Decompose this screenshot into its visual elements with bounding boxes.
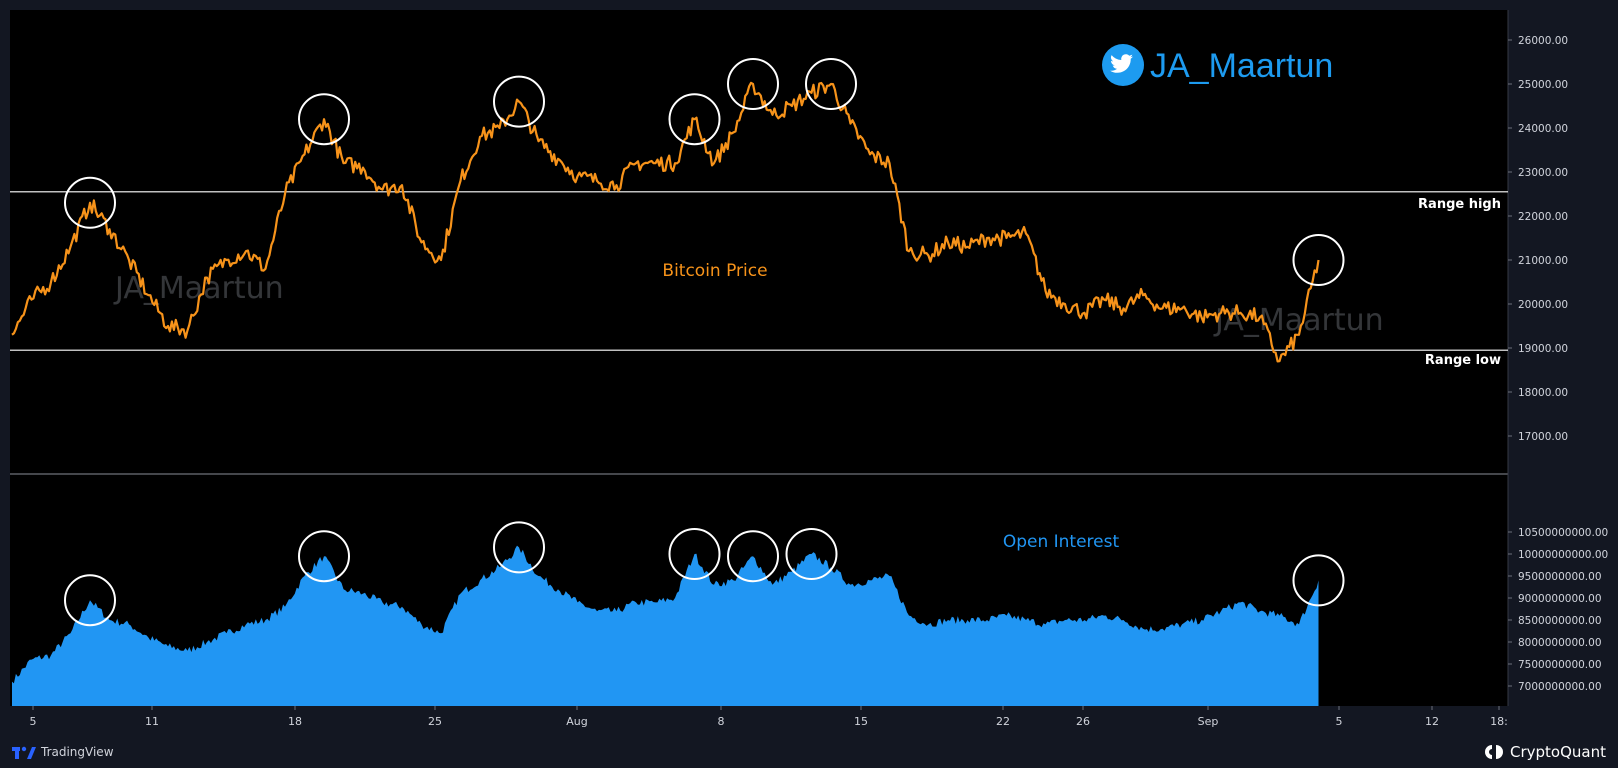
oi-y-tick-label: 10500000000.00 (1518, 527, 1608, 539)
oi-peak-circle (298, 530, 350, 583)
x-tick-label: 8 (718, 715, 725, 728)
price-y-tick-label: 26000.00 (1518, 35, 1568, 47)
open-interest-label: Open Interest (1003, 532, 1120, 552)
price-peak-circle (298, 93, 350, 146)
oi-peak-circle (64, 574, 116, 627)
x-tick-label: 5 (30, 715, 37, 728)
oi-peak-circle (727, 530, 779, 583)
price-peak-circle (727, 58, 779, 110)
oi-y-tick-label: 7500000000.00 (1518, 659, 1602, 671)
tradingview-logo-icon (12, 746, 36, 759)
oi-peak-circle (1292, 554, 1345, 607)
cryptoquant-label: CryptoQuant (1510, 743, 1606, 761)
price-y-tick-label: 21000.00 (1518, 255, 1568, 267)
range-low-label: Range low (1425, 353, 1501, 368)
x-tick-label: 18 (288, 715, 302, 728)
x-tick-label: Sep (1198, 715, 1219, 728)
twitter-handle[interactable]: JA_Maartun (1102, 44, 1333, 86)
x-tick-label: 12 (1425, 715, 1439, 728)
oi-peak-circle (785, 528, 838, 580)
x-tick-label: 15 (854, 715, 868, 728)
twitter-bird-icon (1102, 44, 1144, 86)
twitter-handle-text: JA_Maartun (1150, 47, 1333, 85)
cryptoquant-logo-icon (1485, 745, 1503, 759)
tradingview-brand[interactable]: TradingView (12, 741, 114, 763)
open-interest-area (12, 545, 1319, 706)
watermark-text: JA_Maartun (1213, 303, 1384, 338)
x-tick-label: 5 (1336, 715, 1343, 728)
bitcoin-price-line (11, 81, 1320, 363)
price-peak-circle (64, 176, 116, 229)
oi-y-tick-label: 10000000000.00 (1518, 549, 1608, 561)
bitcoin-price-label: Bitcoin Price (662, 261, 767, 281)
open-interest-pane: Open Interest (12, 521, 1345, 706)
price-peak-circle (805, 58, 857, 110)
x-tick-label: 25 (428, 715, 442, 728)
oi-y-tick-label: 9500000000.00 (1518, 571, 1602, 583)
oi-y-tick-label: 7000000000.00 (1518, 681, 1602, 693)
oi-y-tick-label: 8000000000.00 (1518, 637, 1602, 649)
price-peak-circle (668, 93, 721, 146)
price-y-tick-label: 20000.00 (1518, 299, 1568, 311)
price-y-tick-label: 17000.00 (1518, 431, 1568, 443)
x-tick-label: 18: (1490, 715, 1508, 728)
price-y-tick-label: 25000.00 (1518, 79, 1568, 91)
oi-y-tick-label: 9000000000.00 (1518, 593, 1602, 605)
price-peak-circle (493, 75, 545, 128)
oi-y-tick-label: 8500000000.00 (1518, 615, 1602, 627)
range-high-label: Range high (1418, 197, 1501, 212)
price-y-tick-label: 23000.00 (1518, 167, 1568, 179)
price-y-tick-label: 19000.00 (1518, 343, 1568, 355)
oi-peak-circle (668, 528, 721, 580)
x-tick-label: 22 (996, 715, 1010, 728)
price-pane: Range high Range low Bitcoin Price (10, 58, 1508, 368)
axis-layer: 26000.00 25000.00 24000.00 23000.00 22000.00… (30, 35, 1609, 728)
price-y-tick-label: 22000.00 (1518, 211, 1568, 223)
price-y-tick-label: 18000.00 (1518, 387, 1568, 399)
x-tick-label: 26 (1076, 715, 1090, 728)
oi-peak-circle (493, 521, 545, 574)
price-y-tick-label: 24000.00 (1518, 123, 1568, 135)
cryptoquant-brand[interactable]: CryptoQuant (1483, 741, 1606, 763)
x-tick-label: 11 (145, 715, 159, 728)
tradingview-label: TradingView (41, 745, 114, 759)
price-peak-circle (1292, 234, 1345, 286)
x-tick-label: Aug (566, 715, 587, 728)
